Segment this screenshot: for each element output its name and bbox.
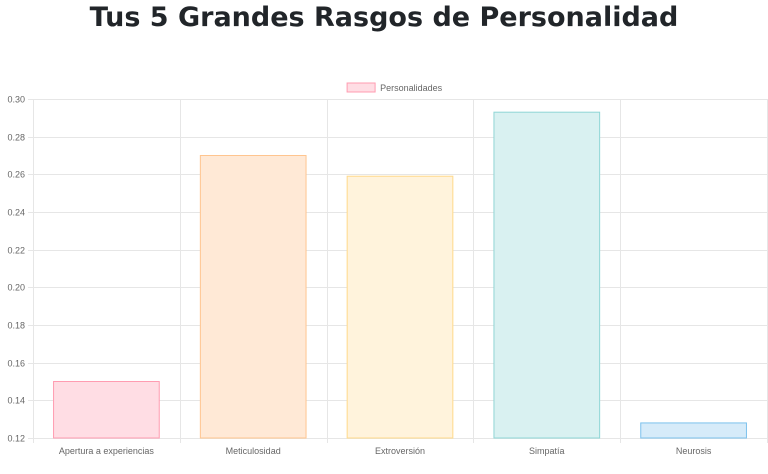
y-axis-ticks: 0.30 0.28 0.26 0.24 0.22 0.20 0.18 0.16 0.14 0.12: [7, 95, 25, 444]
x-tick-label: Simpatía: [529, 446, 565, 456]
legend[interactable]: Personalidades: [346, 82, 443, 93]
bar[interactable]: [640, 422, 747, 439]
x-tick-label: Apertura a experiencias: [59, 446, 155, 456]
bar[interactable]: [53, 381, 160, 439]
x-tick-label: Meticulosidad: [226, 446, 281, 456]
legend-label[interactable]: Personalidades: [380, 83, 443, 93]
x-axis-ticks: Apertura a experiencias Meticulosidad Extr…: [59, 446, 712, 456]
y-tick-label: 0.20: [7, 283, 25, 293]
bar[interactable]: [199, 155, 307, 439]
bars: [53, 111, 747, 439]
y-tick-label: 0.24: [7, 208, 25, 218]
x-tick-label: Neurosis: [676, 446, 712, 456]
y-tick-label: 0.28: [7, 133, 25, 143]
y-tick-label: 0.16: [7, 359, 25, 369]
y-tick-label: 0.30: [7, 95, 25, 105]
page-title: Tus 5 Grandes Rasgos de Personalidad: [89, 2, 679, 33]
y-tick-label: 0.22: [7, 246, 25, 256]
y-tick-label: 0.12: [7, 434, 25, 444]
bar[interactable]: [346, 175, 454, 439]
legend-swatch: [346, 82, 376, 93]
y-tick-label: 0.14: [7, 396, 25, 406]
x-tick-label: Extroversión: [375, 446, 425, 456]
y-tick-label: 0.26: [7, 170, 25, 180]
bar[interactable]: [493, 111, 601, 439]
y-tick-label: 0.18: [7, 321, 25, 331]
